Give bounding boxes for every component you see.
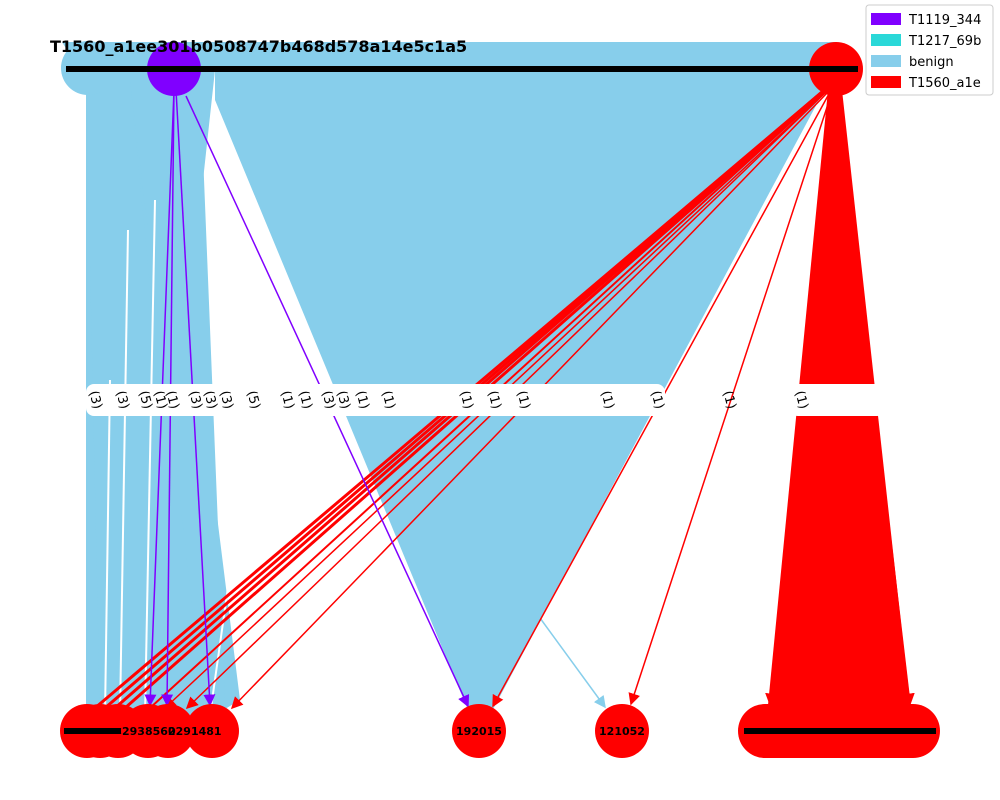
bottom-node-2938562[interactable] xyxy=(121,704,195,758)
graph-title: T1560_a1ee301b0508747b468d578a14e5c1a5 xyxy=(50,37,467,56)
edge-count-label: (3) xyxy=(200,389,219,411)
edge-count-label: (1) xyxy=(378,389,397,411)
edge-count-label: (1) xyxy=(597,389,616,411)
edge-count-label: (1) xyxy=(150,389,169,411)
legend-label: T1217_69b xyxy=(908,34,981,49)
edge-count-label: (3) xyxy=(185,389,204,411)
edge-count-label: (1) xyxy=(456,389,475,411)
bottom-node-0291481[interactable] xyxy=(185,704,239,758)
edge-count-label: (1) xyxy=(277,389,296,411)
edge-count-label: (1) xyxy=(647,389,666,411)
node-label-121052: 121052 xyxy=(599,725,645,738)
edge-count-label: (1) xyxy=(791,389,810,411)
node-label-2938562: 2938562 xyxy=(122,725,176,738)
edge-count-label: (1) xyxy=(162,389,181,411)
benign-edge-fan xyxy=(61,41,835,715)
legend-frame xyxy=(865,4,994,96)
benign-edge-to-121052 xyxy=(539,617,606,709)
legend-label: T1119_344 xyxy=(908,13,981,28)
legend-swatch xyxy=(871,55,901,67)
legend-swatch xyxy=(871,76,901,88)
node-label-0291481: 0291481 xyxy=(168,725,222,738)
edge-count-label: (1) xyxy=(295,389,314,411)
edge-count-label: (3) xyxy=(112,389,131,411)
legend-label: benign xyxy=(909,55,954,70)
legend-swatch xyxy=(871,34,901,46)
edge-count-label: (5) xyxy=(243,389,262,411)
bottom-node-121052[interactable] xyxy=(595,704,649,758)
bottom-node-192015[interactable] xyxy=(452,704,506,758)
node-label-192015: 192015 xyxy=(456,725,502,738)
edge-count-label: (3) xyxy=(85,389,104,411)
edge-count-label: (3) xyxy=(333,389,352,411)
benign-fan-main xyxy=(215,42,835,715)
top-label-bar xyxy=(66,66,858,72)
edge-count-label: (3) xyxy=(318,389,337,411)
edge-count-label: (1) xyxy=(719,389,738,411)
edge-label-band: (3) (3) (5)(1)(1) (3)(3)(3) (5) (1)(1) (3)(3)(… xyxy=(85,384,885,416)
edge-count-label: (3) xyxy=(216,389,235,411)
edge-count-label: (5) xyxy=(135,389,154,411)
bottom-cluster-right[interactable] xyxy=(738,704,940,758)
legend-swatch xyxy=(871,13,901,25)
edge-count-label: (1) xyxy=(513,389,532,411)
edge-count-label: (1) xyxy=(484,389,503,411)
fan-gaps xyxy=(104,199,331,716)
legend-label: T1560_a1e xyxy=(908,76,981,91)
edge-count-label: (1) xyxy=(352,389,371,411)
